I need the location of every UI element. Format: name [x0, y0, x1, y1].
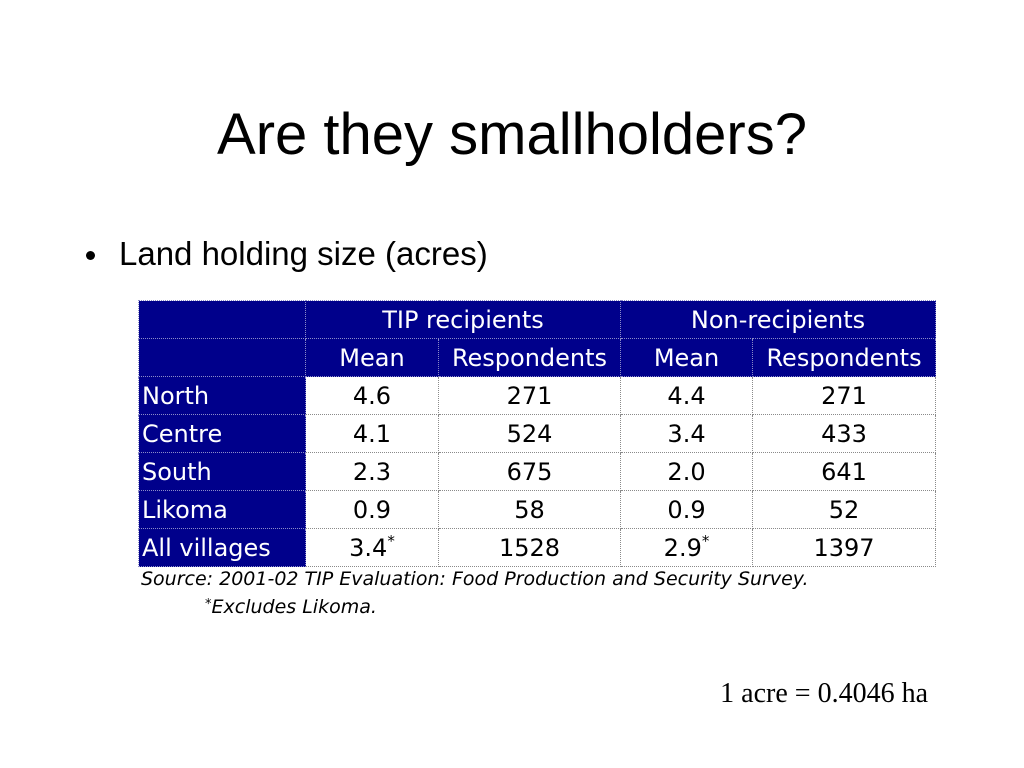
- conversion-note: 1 acre = 0.4046 ha: [720, 678, 928, 709]
- non-mean-cell: 3.4: [620, 414, 754, 453]
- non-mean-value: 4.4: [667, 381, 706, 410]
- non-mean-value: 0.9: [667, 495, 706, 524]
- group-header-tip: TIP recipients: [304, 300, 622, 339]
- tip-mean-cell: 0.9: [305, 490, 439, 529]
- row-label: South: [138, 452, 306, 491]
- non-respondents-cell: 1397: [752, 528, 937, 567]
- non-mean-cell: 2.0: [620, 452, 754, 491]
- bullet-item: Land holding size (acres): [86, 232, 488, 276]
- table-subheader-row: Mean Respondents Mean Respondents: [138, 338, 937, 377]
- table-row: North 4.6 271 4.4 271: [138, 376, 937, 415]
- tip-mean-cell: 4.1: [305, 414, 439, 453]
- tip-mean-value: 4.6: [352, 381, 392, 410]
- footnote-asterisk: *: [205, 597, 212, 612]
- bullet-icon: [86, 250, 95, 260]
- tip-mean-value: 3.4: [349, 533, 388, 562]
- subheader-non-respondents: Respondents: [752, 338, 937, 377]
- table-corner-cell: [138, 338, 306, 377]
- subheader-non-mean: Mean: [620, 338, 754, 377]
- tip-mean-cell: 2.3: [305, 452, 439, 491]
- non-mean-cell: 0.9: [620, 490, 754, 529]
- tip-respondents-cell: 1528: [437, 528, 622, 567]
- land-holding-table: TIP recipients Non-recipients Mean Respo…: [138, 300, 937, 567]
- non-mean-value: 3.4: [667, 419, 706, 448]
- tip-mean-value: 2.3: [352, 457, 392, 486]
- tip-mean-value: 4.1: [352, 419, 392, 448]
- table-row: All villages 3.4* 1528 2.9* 1397: [138, 528, 937, 567]
- row-label: All villages: [138, 528, 306, 567]
- footnote-mark: *: [701, 531, 710, 550]
- tip-respondents-cell: 675: [437, 452, 622, 491]
- group-header-non: Non-recipients: [620, 300, 937, 339]
- table-row: South 2.3 675 2.0 641: [138, 452, 937, 491]
- footnote-mark: *: [387, 531, 395, 550]
- row-label: Centre: [138, 414, 306, 453]
- table-group-header-row: TIP recipients Non-recipients: [138, 300, 937, 339]
- subheader-tip-respondents: Respondents: [437, 338, 622, 377]
- tip-respondents-cell: 58: [437, 490, 622, 529]
- tip-mean-cell: 4.6: [305, 376, 439, 415]
- non-mean-cell: 2.9*: [620, 528, 754, 567]
- tip-mean-value: 0.9: [352, 495, 392, 524]
- non-respondents-cell: 271: [752, 376, 937, 415]
- non-respondents-cell: 433: [752, 414, 937, 453]
- table-row: Likoma 0.9 58 0.9 52: [138, 490, 937, 529]
- non-respondents-cell: 52: [752, 490, 937, 529]
- tip-respondents-cell: 271: [437, 376, 622, 415]
- row-label: Likoma: [138, 490, 306, 529]
- tip-mean-cell: 3.4*: [305, 528, 439, 567]
- subheader-tip-mean: Mean: [305, 338, 439, 377]
- table-footnote: *Excludes Likoma.: [205, 594, 377, 620]
- bullet-text: Land holding size (acres): [119, 235, 488, 272]
- non-mean-value: 2.0: [667, 457, 706, 486]
- table-corner-cell: [138, 300, 306, 339]
- row-label: North: [138, 376, 306, 415]
- tip-respondents-cell: 524: [437, 414, 622, 453]
- non-respondents-cell: 641: [752, 452, 937, 491]
- non-mean-value: 2.9: [663, 533, 702, 562]
- footnote-text: Excludes Likoma.: [211, 596, 377, 618]
- non-mean-cell: 4.4: [620, 376, 754, 415]
- table-source: Source: 2001-02 TIP Evaluation: Food Pro…: [141, 568, 809, 590]
- slide-title: Are they smallholders?: [217, 102, 807, 167]
- table-row: Centre 4.1 524 3.4 433: [138, 414, 937, 453]
